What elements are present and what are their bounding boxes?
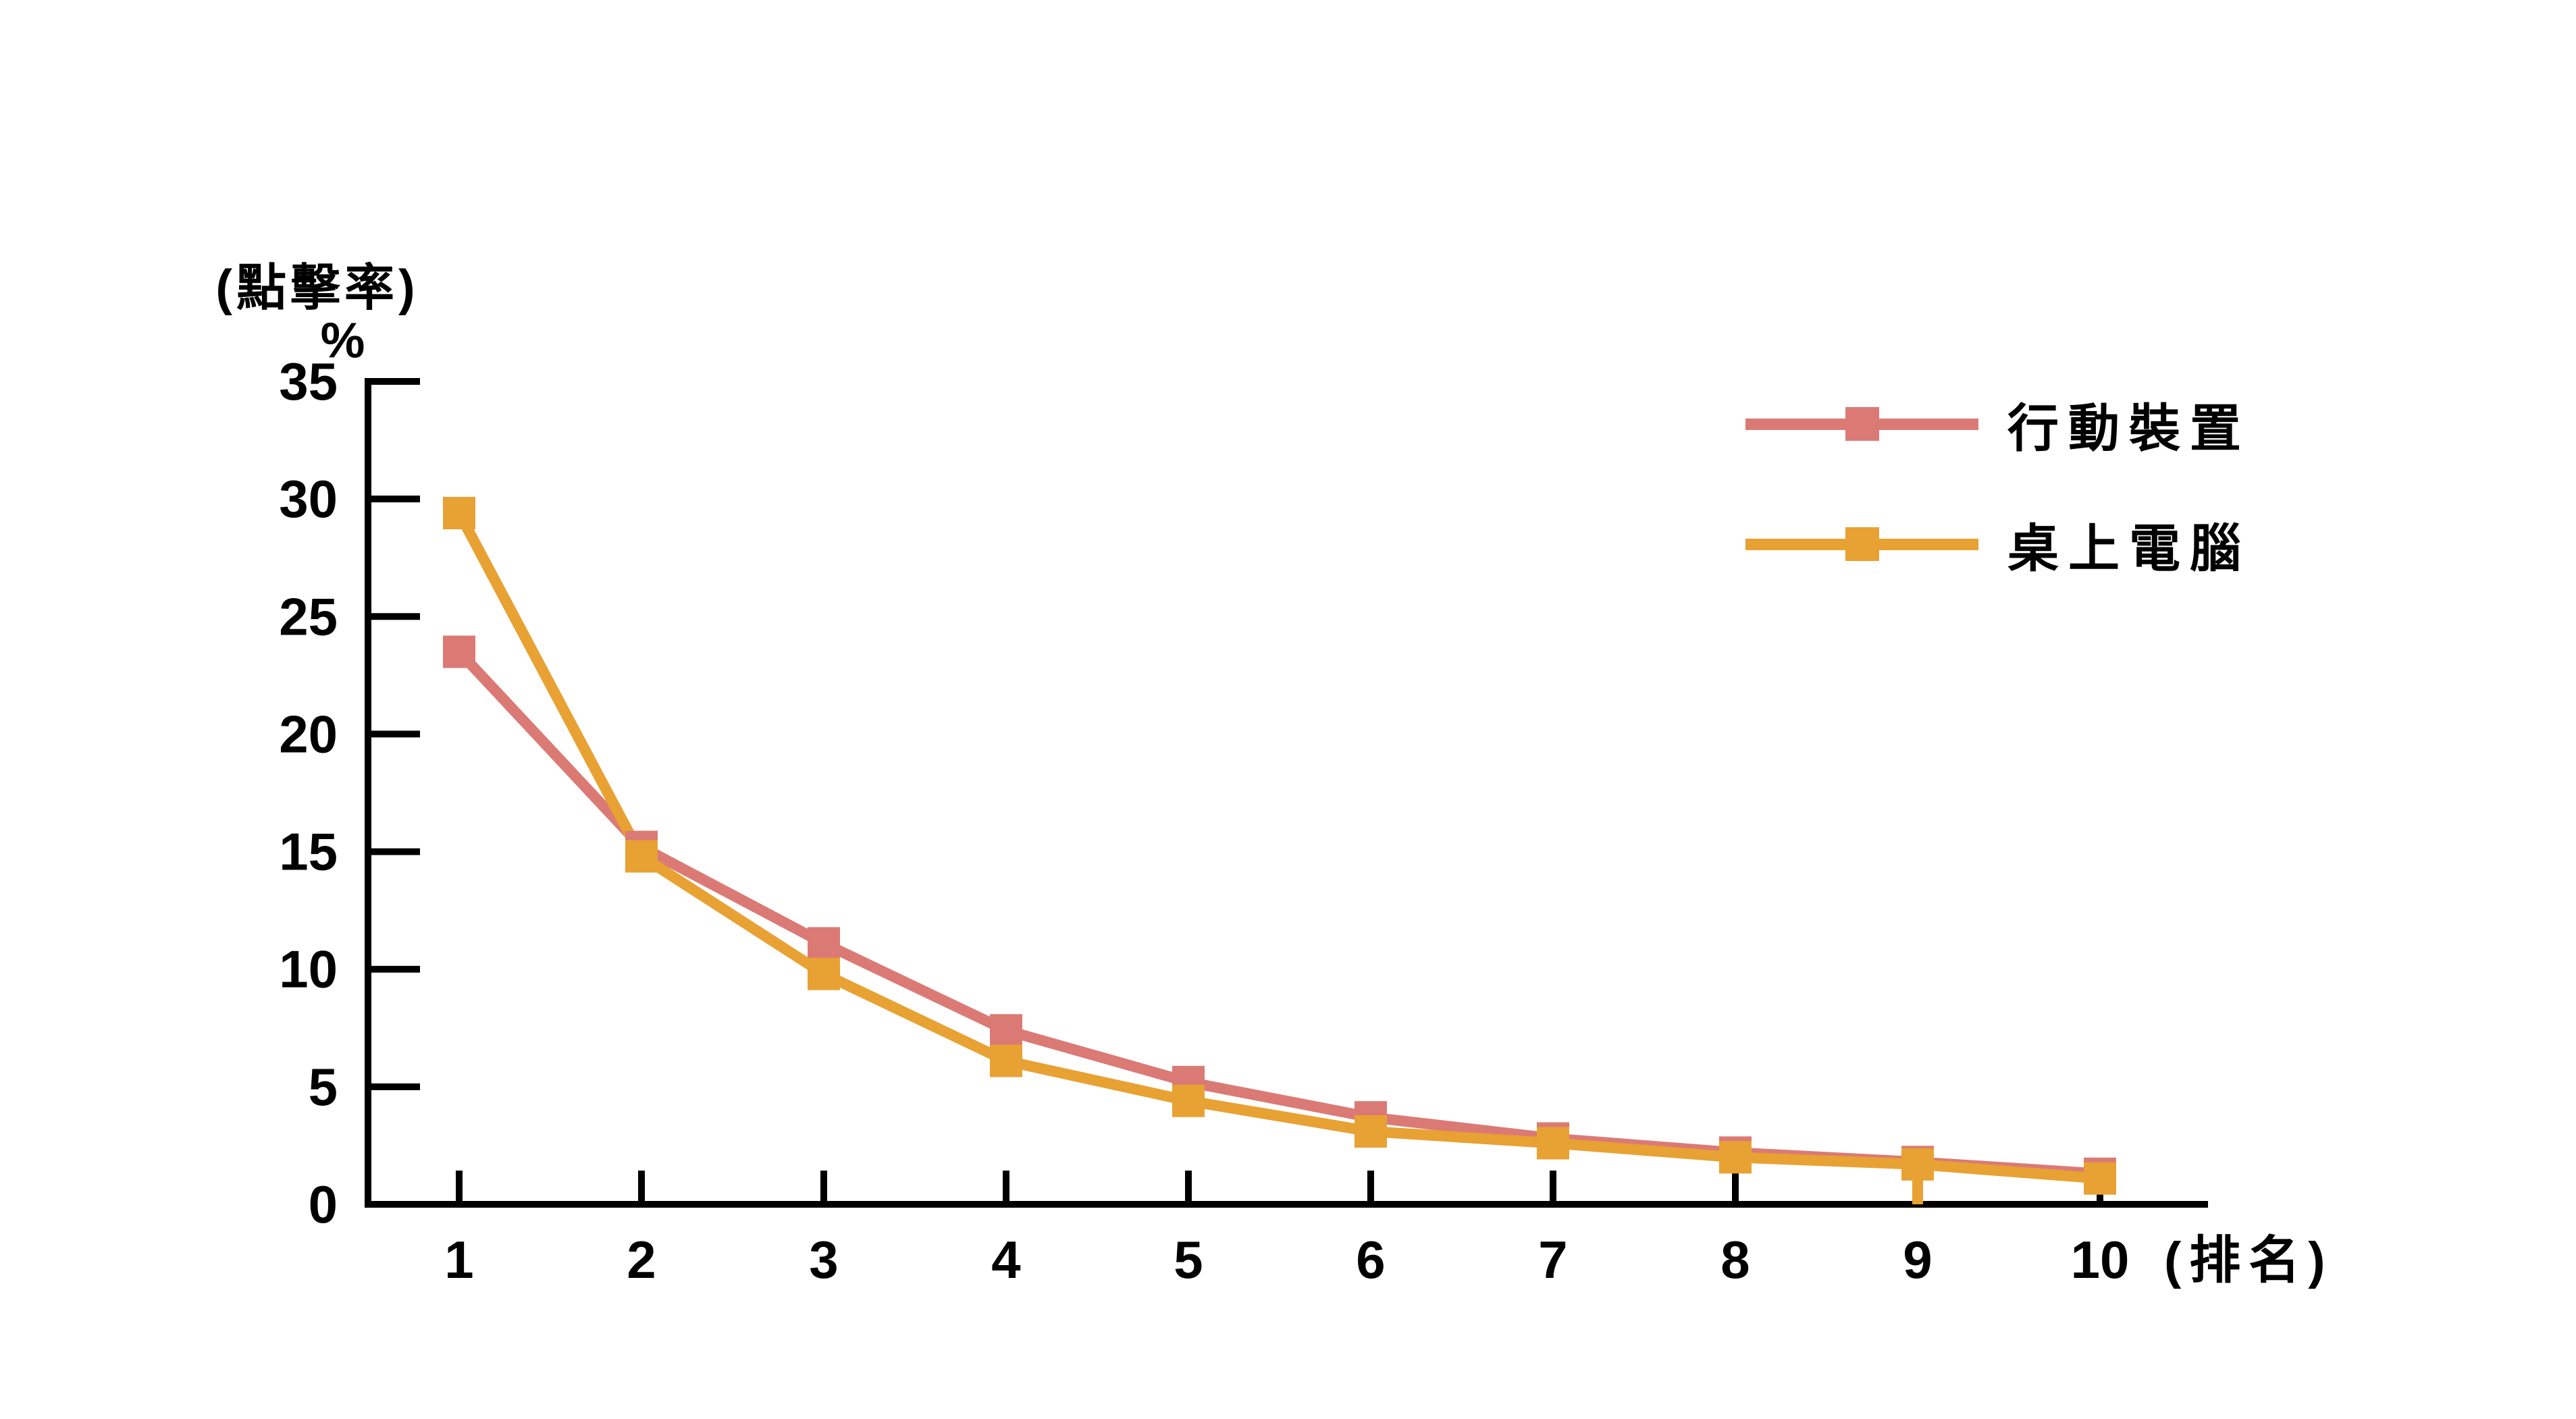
series-0-marker [990,1014,1022,1047]
y-tick-label: 20 [279,704,338,764]
x-tick-label: 4 [991,1230,1020,1289]
x-tick-label: 10 [2071,1230,2130,1289]
x-axis-title: (排名) [2164,1232,2334,1289]
legend-item-mobile: 行動裝置 [1745,387,2251,461]
series-1-marker [443,497,475,530]
series-1-marker [1537,1127,1569,1160]
series-line-1 [454,510,2101,1184]
y-tick-label: 15 [279,822,338,882]
x-tick-label: 7 [1538,1230,1567,1289]
x-tick-label: 3 [809,1230,838,1289]
x-tick-label: 5 [1174,1230,1203,1289]
x-tick-label: 6 [1356,1230,1385,1289]
y-tick-label: 10 [279,940,338,999]
legend-label: 桌上電腦 [2007,520,2251,578]
series-0-marker [443,635,475,668]
y-tick-label: 25 [279,587,338,646]
x-tick-label: 8 [1720,1230,1750,1289]
y-tick-label: 30 [279,469,338,529]
series-1-marker [625,840,658,873]
series-group [443,497,2116,1204]
series-line-0 [455,648,2101,1179]
series-1-marker [1901,1148,1934,1181]
y-axis-unit-label: % [320,312,365,369]
series-1-marker [990,1044,1022,1077]
series-1-marker [808,957,840,990]
y-tick-label: 5 [309,1057,338,1117]
axis-tick-labels-group: 35 30 25 20 15 10 5 0 1 2 3 4 5 6 7 8 9 10 [279,352,2129,1289]
series-1-marker [1172,1084,1205,1117]
legend-line-swatch [1745,527,1978,561]
y-axis-title: (點擊率) [215,259,419,316]
legend-item-desktop: 桌上電腦 [1745,507,2251,581]
series-0-marker [808,927,840,960]
legend-line-swatch [1745,407,1978,441]
series-1-marker [1355,1115,1387,1148]
x-tick-label: 2 [627,1230,656,1289]
y-tick-label: 35 [279,352,338,411]
y-tick-label: 0 [309,1175,338,1234]
legend-square-marker-icon [1845,407,1879,441]
x-tick-label: 1 [444,1230,473,1289]
axes-group [365,378,2208,1208]
series-1-marker [2084,1162,2116,1195]
legend-label: 行動裝置 [2007,400,2251,458]
legend-square-marker-icon [1845,527,1879,561]
series-1-marker [1719,1141,1752,1174]
x-tick-label: 9 [1903,1230,1932,1289]
